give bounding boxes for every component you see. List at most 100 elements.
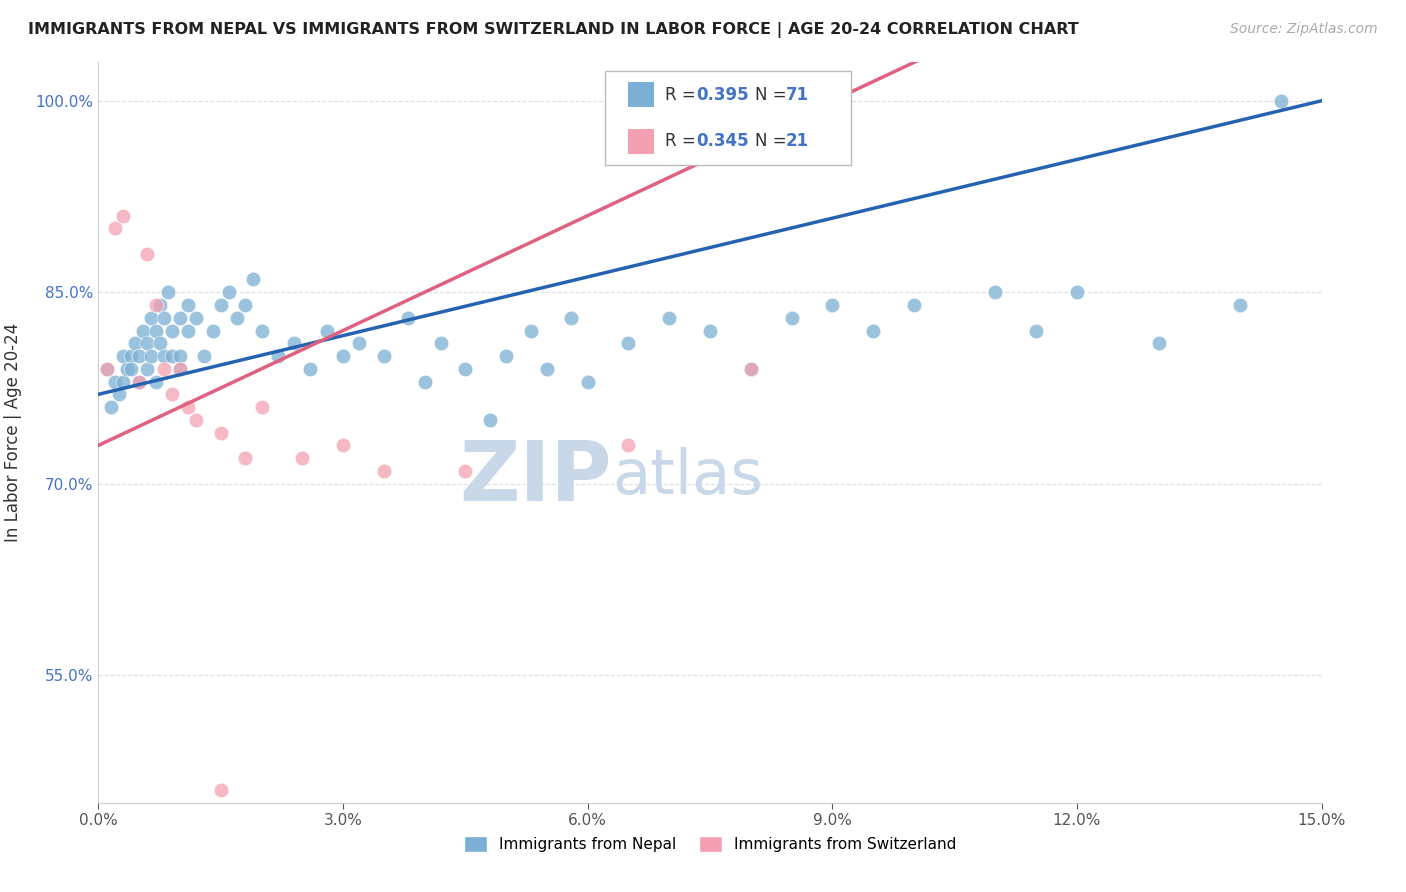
- Point: [128, 375, 150, 389]
- Point: [267, 349, 290, 363]
- Point: [413, 375, 436, 389]
- Point: [120, 361, 142, 376]
- Point: [478, 413, 501, 427]
- Point: [156, 285, 179, 300]
- Text: 21: 21: [786, 133, 808, 151]
- Point: [699, 324, 721, 338]
- Point: [740, 361, 762, 376]
- Point: [152, 361, 174, 376]
- Point: [111, 375, 134, 389]
- Point: [169, 310, 191, 325]
- Point: [740, 361, 762, 376]
- Point: [169, 361, 191, 376]
- Point: [149, 298, 172, 312]
- Point: [128, 349, 150, 363]
- Text: ZIP: ZIP: [460, 436, 612, 517]
- Point: [145, 375, 167, 389]
- Point: [120, 349, 142, 363]
- Point: [218, 285, 240, 300]
- Point: [226, 310, 249, 325]
- Point: [576, 375, 599, 389]
- Point: [124, 336, 146, 351]
- Point: [536, 361, 558, 376]
- Point: [430, 336, 453, 351]
- Point: [250, 324, 273, 338]
- Point: [160, 324, 183, 338]
- Point: [1025, 324, 1047, 338]
- Point: [454, 361, 477, 376]
- Point: [250, 400, 273, 414]
- Point: [108, 387, 131, 401]
- Point: [315, 324, 337, 338]
- Text: N =: N =: [755, 86, 792, 103]
- Point: [186, 413, 208, 427]
- Point: [242, 272, 264, 286]
- Point: [136, 361, 159, 376]
- Point: [617, 336, 640, 351]
- Point: [177, 400, 200, 414]
- Point: [177, 298, 200, 312]
- Text: 0.345: 0.345: [696, 133, 748, 151]
- Point: [454, 464, 477, 478]
- Point: [658, 310, 681, 325]
- Point: [495, 349, 517, 363]
- Point: [128, 375, 150, 389]
- Point: [373, 464, 395, 478]
- Point: [136, 247, 159, 261]
- Point: [201, 324, 224, 338]
- Point: [96, 361, 118, 376]
- Point: [291, 451, 314, 466]
- Point: [160, 349, 183, 363]
- Point: [560, 310, 582, 325]
- Point: [145, 298, 167, 312]
- Point: [96, 361, 118, 376]
- Text: 0.395: 0.395: [696, 86, 748, 103]
- Point: [111, 209, 134, 223]
- Point: [145, 324, 167, 338]
- Point: [299, 361, 322, 376]
- Point: [132, 324, 155, 338]
- Point: [177, 324, 200, 338]
- Point: [617, 438, 640, 452]
- Point: [332, 438, 354, 452]
- Point: [984, 285, 1007, 300]
- Point: [100, 400, 122, 414]
- Point: [332, 349, 354, 363]
- Text: 71: 71: [786, 86, 808, 103]
- Text: Source: ZipAtlas.com: Source: ZipAtlas.com: [1230, 22, 1378, 37]
- Point: [283, 336, 305, 351]
- Legend: Immigrants from Nepal, Immigrants from Switzerland: Immigrants from Nepal, Immigrants from S…: [457, 830, 963, 858]
- Point: [209, 298, 232, 312]
- Y-axis label: In Labor Force | Age 20-24: In Labor Force | Age 20-24: [4, 323, 21, 542]
- Point: [160, 387, 183, 401]
- Point: [519, 324, 541, 338]
- Point: [186, 310, 208, 325]
- Point: [115, 361, 138, 376]
- Point: [136, 336, 159, 351]
- Point: [1147, 336, 1170, 351]
- Point: [169, 361, 191, 376]
- Point: [373, 349, 395, 363]
- Point: [233, 451, 256, 466]
- Point: [152, 310, 174, 325]
- Point: [862, 324, 884, 338]
- Point: [149, 336, 172, 351]
- Point: [903, 298, 925, 312]
- Point: [141, 310, 163, 325]
- Point: [396, 310, 419, 325]
- Text: IMMIGRANTS FROM NEPAL VS IMMIGRANTS FROM SWITZERLAND IN LABOR FORCE | AGE 20-24 : IMMIGRANTS FROM NEPAL VS IMMIGRANTS FROM…: [28, 22, 1078, 38]
- Point: [193, 349, 215, 363]
- Point: [821, 298, 844, 312]
- Point: [1229, 298, 1251, 312]
- Point: [1066, 285, 1088, 300]
- Point: [104, 221, 127, 235]
- Text: atlas: atlas: [612, 447, 763, 507]
- Point: [141, 349, 163, 363]
- Point: [349, 336, 371, 351]
- Text: R =: R =: [665, 133, 702, 151]
- Point: [104, 375, 127, 389]
- Point: [111, 349, 134, 363]
- Text: R =: R =: [665, 86, 702, 103]
- Point: [233, 298, 256, 312]
- Point: [780, 310, 803, 325]
